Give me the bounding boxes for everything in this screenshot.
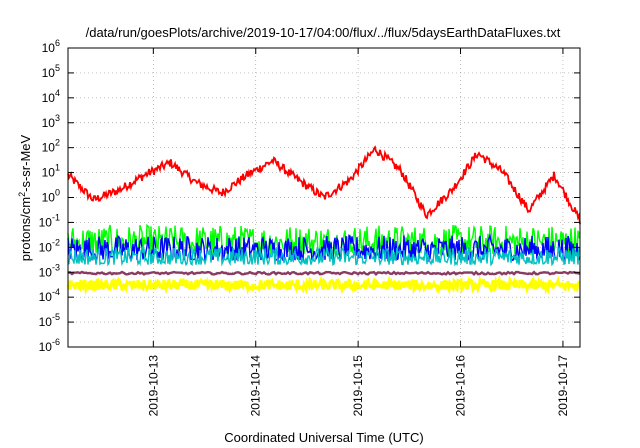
series-layer [66,145,581,296]
plot-frame [67,47,581,348]
x-tick-label: 2019-10-15 [351,355,365,417]
y-tick-label: 10-3 [39,262,60,279]
y-axis-label-suffix: -s-sr-MeV [18,134,33,191]
x-tick-label: 2019-10-13 [146,355,160,417]
series-line-red [67,145,581,225]
axes: 10-6 10-5 10-4 10-3 10-2 10-1 100 101 102 103 104 1… [39,38,580,416]
y-tick-label: 105 [42,63,60,80]
y-tick-label: 103 [42,113,60,130]
y-tick-label: 10-4 [39,287,60,304]
y-tick-label: 102 [42,138,60,155]
series-band-cyan [67,245,581,267]
y-tick-label: 104 [42,88,60,105]
y-tick-label: 100 [42,188,60,205]
y-axis-label-sup: 2 [17,192,27,197]
y-tick-label: 10-2 [39,237,60,254]
y-tick-label: 10-6 [39,337,60,354]
y-tick-label: 10-5 [39,312,60,329]
x-tick-label: 2019-10-17 [556,355,570,417]
y-tick-label: 10-1 [39,212,60,229]
y-tick-label: 101 [42,163,60,180]
y-axis-label-prefix: protons/cm [18,197,33,261]
x-tick-label: 2019-10-16 [454,355,468,417]
series-band-blue [67,232,581,263]
series-band-maroon [67,270,581,276]
series-band-yellow [66,274,581,296]
x-axis-label: Coordinated Universal Time (UTC) [224,430,423,445]
y-axis-label: protons/cm2-s-sr-MeV [17,134,33,261]
series-band-green [67,223,581,257]
y-tick-label: 106 [42,38,60,55]
chart-title: /data/run/goesPlots/archive/2019-10-17/0… [86,25,561,40]
x-tick-label: 2019-10-14 [249,355,263,417]
